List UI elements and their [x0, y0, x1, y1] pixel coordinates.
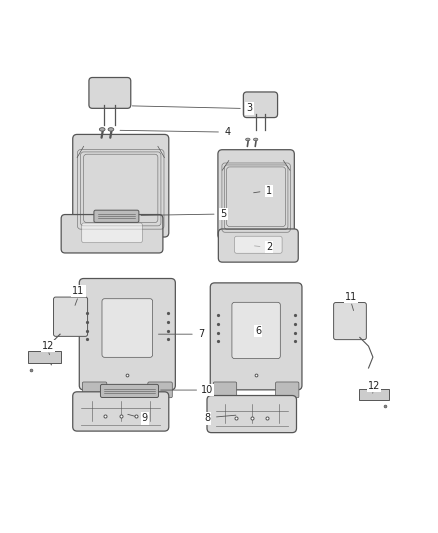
FancyBboxPatch shape — [232, 302, 280, 359]
FancyBboxPatch shape — [102, 298, 152, 357]
FancyBboxPatch shape — [207, 395, 297, 433]
FancyBboxPatch shape — [210, 283, 302, 390]
FancyBboxPatch shape — [334, 303, 366, 340]
Text: 5: 5 — [220, 209, 226, 219]
Text: 9: 9 — [142, 414, 148, 423]
FancyBboxPatch shape — [100, 384, 159, 398]
Text: 2: 2 — [266, 242, 272, 252]
FancyBboxPatch shape — [276, 382, 299, 398]
Text: 1: 1 — [266, 187, 272, 196]
FancyBboxPatch shape — [79, 279, 175, 390]
Text: 7: 7 — [198, 329, 205, 339]
Ellipse shape — [99, 128, 105, 131]
Text: 11: 11 — [72, 286, 85, 296]
Text: 4: 4 — [225, 127, 231, 137]
FancyBboxPatch shape — [213, 382, 237, 398]
FancyBboxPatch shape — [94, 210, 139, 222]
FancyBboxPatch shape — [73, 134, 169, 237]
Text: 6: 6 — [255, 326, 261, 336]
FancyBboxPatch shape — [61, 215, 163, 253]
Text: 12: 12 — [42, 341, 54, 351]
Bar — [28, 351, 61, 363]
Bar — [359, 389, 389, 400]
Ellipse shape — [246, 138, 250, 141]
Text: 12: 12 — [368, 381, 380, 391]
Ellipse shape — [254, 138, 258, 141]
Ellipse shape — [108, 128, 114, 131]
FancyBboxPatch shape — [148, 382, 172, 398]
Text: 11: 11 — [345, 292, 357, 302]
FancyBboxPatch shape — [244, 92, 278, 118]
FancyBboxPatch shape — [89, 77, 131, 108]
FancyBboxPatch shape — [219, 229, 298, 262]
FancyBboxPatch shape — [81, 223, 142, 243]
FancyBboxPatch shape — [73, 392, 169, 431]
FancyBboxPatch shape — [53, 297, 88, 336]
Text: 8: 8 — [204, 414, 210, 423]
FancyBboxPatch shape — [234, 236, 282, 253]
Text: 10: 10 — [201, 385, 213, 395]
FancyBboxPatch shape — [82, 382, 107, 398]
Text: 3: 3 — [247, 103, 253, 114]
FancyBboxPatch shape — [218, 150, 294, 239]
